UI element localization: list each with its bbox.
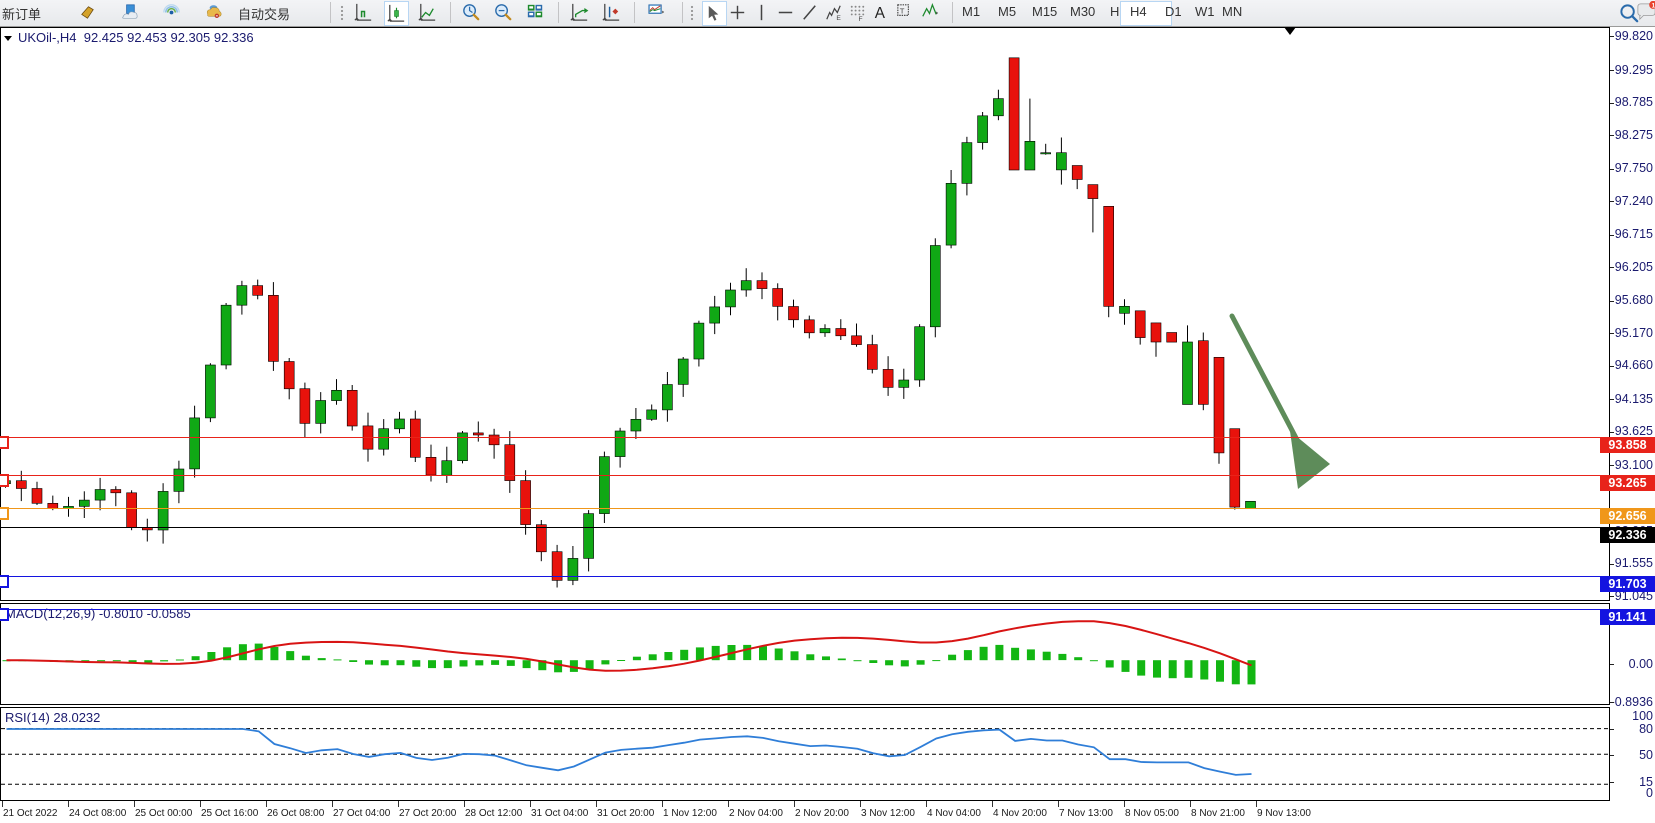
svg-text:T: T [900,6,905,15]
svg-text:1: 1 [1652,3,1655,10]
svg-text:A: A [875,5,886,22]
svg-text:F: F [858,16,862,23]
svg-text:E: E [836,15,841,22]
